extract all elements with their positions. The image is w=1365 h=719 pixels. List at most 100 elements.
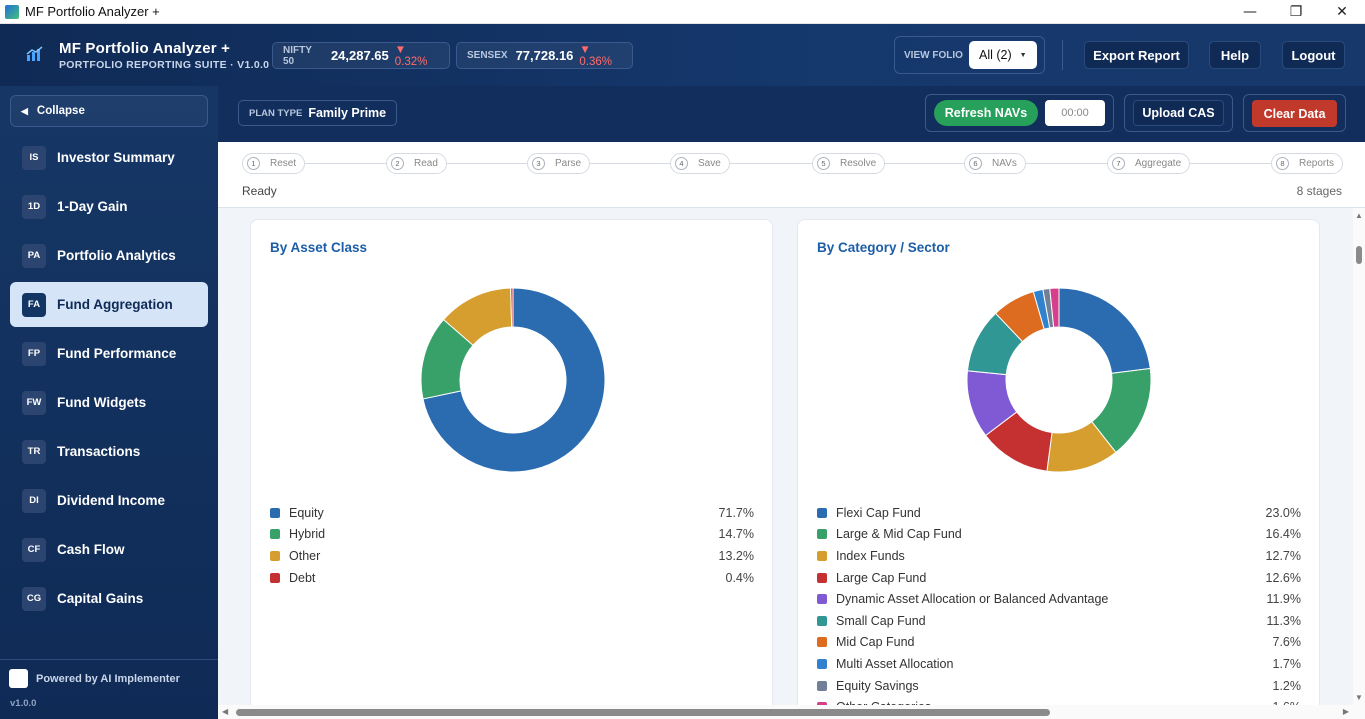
window-title: MF Portfolio Analyzer + <box>25 4 160 19</box>
sidebar-item-label: Portfolio Analytics <box>57 248 176 263</box>
legend-item-equity-savings[interactable]: Equity Savings 1.2% <box>817 675 1301 697</box>
chevron-down-icon: ▼ <box>1019 51 1027 59</box>
sidebar-item-label: Capital Gains <box>57 591 144 606</box>
legend-label: Equity Savings <box>836 678 919 693</box>
stage-label: Resolve <box>840 158 877 169</box>
pipeline-status: Ready <box>242 184 277 198</box>
legend-item-large-cap-fund[interactable]: Large Cap Fund 12.6% <box>817 567 1301 589</box>
sidebar-item-fund-aggregation[interactable]: FA Fund Aggregation <box>10 282 208 327</box>
vertical-scroll-thumb[interactable] <box>1356 246 1362 264</box>
sidebar-footer-divider <box>0 659 218 660</box>
scroll-up-icon[interactable]: ▲ <box>1355 211 1363 220</box>
legend-percent: 1.6% <box>1273 700 1302 705</box>
plan-type-value: Family Prime <box>308 106 387 120</box>
close-button[interactable]: ✕ <box>1336 4 1348 20</box>
minimize-button[interactable]: — <box>1243 4 1257 20</box>
legend-item-multi-asset-allocation[interactable]: Multi Asset Allocation 1.7% <box>817 653 1301 675</box>
nifty-ticker: NIFTY 50 24,287.65 ▼ 0.32% <box>272 42 450 69</box>
legend-item-large-mid-cap-fund[interactable]: Large & Mid Cap Fund 16.4% <box>817 524 1301 546</box>
folio-select-value: All (2) <box>979 48 1012 62</box>
legend-label: Large Cap Fund <box>836 570 927 585</box>
sidebar-item-label: Dividend Income <box>57 493 166 508</box>
scroll-down-icon[interactable]: ▼ <box>1355 693 1363 702</box>
nav-badge-icon: FP <box>22 341 46 366</box>
legend-percent: 0.4% <box>725 570 755 585</box>
help-button[interactable]: Help <box>1209 41 1261 69</box>
legend-percent: 1.7% <box>1272 656 1302 671</box>
horizontal-scroll-thumb[interactable] <box>236 709 1050 716</box>
legend-item-debt[interactable]: Debt 0.4% <box>270 567 754 589</box>
app-icon <box>5 4 19 19</box>
legend-label: Other <box>289 548 321 563</box>
sidebar-item-investor-summary[interactable]: IS Investor Summary <box>10 135 208 180</box>
sidebar-item-dividend-income[interactable]: DI Dividend Income <box>10 478 208 523</box>
legend-swatch <box>817 615 827 626</box>
asset-class-legend: Equity 71.7% Hybrid 14.7% Other 13.2% Debt 0.4% <box>270 502 754 588</box>
slice-equity[interactable] <box>422 287 606 473</box>
slice-flexi-cap-fund[interactable] <box>1058 287 1151 374</box>
scroll-right-icon[interactable]: ▶ <box>1342 707 1349 716</box>
legend-swatch <box>270 572 280 583</box>
nav-badge-icon: 1D <box>22 194 46 219</box>
legend-item-other-categories[interactable]: Other Categories 1.6% <box>817 696 1301 705</box>
app-subtitle: PORTFOLIO REPORTING SUITE · V1.0.0 <box>59 59 270 71</box>
upload-cas-button[interactable]: Upload CAS <box>1133 100 1224 126</box>
stage-reports: 8 Reports <box>1271 153 1344 174</box>
slice-other-categories[interactable] <box>1049 287 1060 328</box>
scroll-left-icon[interactable]: ◀ <box>222 707 229 716</box>
category-sector-legend: Flexi Cap Fund 23.0% Large & Mid Cap Fund 1… <box>817 502 1301 705</box>
slice-debt[interactable] <box>510 287 514 328</box>
sidebar-item-label: Fund Performance <box>57 346 177 361</box>
legend-label: Flexi Cap Fund <box>836 505 921 520</box>
view-folio: VIEW FOLIO All (2) ▼ <box>894 36 1045 74</box>
sidebar-item-cash-flow[interactable]: CF Cash Flow <box>10 527 208 572</box>
folio-select[interactable]: All (2) ▼ <box>969 41 1037 69</box>
nav-badge-icon: CG <box>22 586 46 611</box>
legend-item-flexi-cap-fund[interactable]: Flexi Cap Fund 23.0% <box>817 502 1301 524</box>
brand: MF Portfolio Analyzer + PORTFOLIO REPORT… <box>59 40 269 71</box>
legend-percent: 16.4% <box>1265 527 1301 542</box>
pipeline-progress: 1 Reset 2 Read 3 Parse 4 Save 5 Resolve … <box>218 142 1365 208</box>
version-label: v1.0.0 <box>10 698 37 709</box>
sidebar-item-transactions[interactable]: TR Transactions <box>10 429 208 474</box>
sidebar-item-portfolio-analytics[interactable]: PA Portfolio Analytics <box>10 233 208 278</box>
stage-label: Parse <box>555 158 582 169</box>
sidebar-item-1-day-gain[interactable]: 1D 1-Day Gain <box>10 184 208 229</box>
stage-label: NAVs <box>992 158 1017 169</box>
legend-item-hybrid[interactable]: Hybrid 14.7% <box>270 524 754 546</box>
nifty-label: NIFTY 50 <box>283 44 312 67</box>
stage-read: 2 Read <box>386 153 447 174</box>
sidebar-item-label: Fund Aggregation <box>57 297 173 312</box>
nav-badge-icon: FA <box>22 292 46 317</box>
sensex-value: 77,728.16 <box>515 48 574 63</box>
view-folio-label: VIEW FOLIO <box>904 49 963 61</box>
legend-swatch <box>817 637 827 648</box>
collapse-button[interactable]: ◀ Collapse <box>10 95 208 127</box>
legend-label: Index Funds <box>836 548 905 563</box>
clear-data-button[interactable]: Clear Data <box>1252 100 1337 127</box>
sidebar-item-fund-performance[interactable]: FP Fund Performance <box>10 331 208 376</box>
maximize-button[interactable]: ❐ <box>1289 4 1303 20</box>
sidebar-item-fund-widgets[interactable]: FW Fund Widgets <box>10 380 208 425</box>
logout-button[interactable]: Logout <box>1282 41 1345 69</box>
legend-item-dynamic-asset-allocation-or-balanced-advantage[interactable]: Dynamic Asset Allocation or Balanced Adv… <box>817 588 1301 610</box>
legend-item-other[interactable]: Other 13.2% <box>270 545 754 567</box>
legend-item-small-cap-fund[interactable]: Small Cap Fund 11.3% <box>817 610 1301 632</box>
vertical-scrollbar[interactable]: ▲ ▼ <box>1353 208 1365 705</box>
sensex-label: SENSEX <box>467 50 508 61</box>
legend-item-index-funds[interactable]: Index Funds 12.7% <box>817 545 1301 567</box>
export-report-button[interactable]: Export Report <box>1084 41 1189 69</box>
refresh-navs-button[interactable]: Refresh NAVs <box>934 100 1038 126</box>
legend-item-mid-cap-fund[interactable]: Mid Cap Fund 7.6% <box>817 632 1301 654</box>
legend-percent: 11.3% <box>1266 613 1301 628</box>
powered-by: Powered by AI Implementer <box>9 669 180 688</box>
legend-percent: 23.0% <box>1265 505 1301 520</box>
sidebar: ◀ Collapse IS Investor Summary 1D 1-Day … <box>0 86 218 719</box>
horizontal-scrollbar[interactable]: ◀ ▶ <box>218 705 1365 719</box>
legend-swatch <box>817 550 827 561</box>
app-name: MF Portfolio Analyzer + <box>59 40 231 57</box>
legend-label: Mid Cap Fund <box>836 635 915 650</box>
stage-number: 4 <box>675 157 688 170</box>
sidebar-item-capital-gains[interactable]: CG Capital Gains <box>10 576 208 621</box>
legend-item-equity[interactable]: Equity 71.7% <box>270 502 754 524</box>
